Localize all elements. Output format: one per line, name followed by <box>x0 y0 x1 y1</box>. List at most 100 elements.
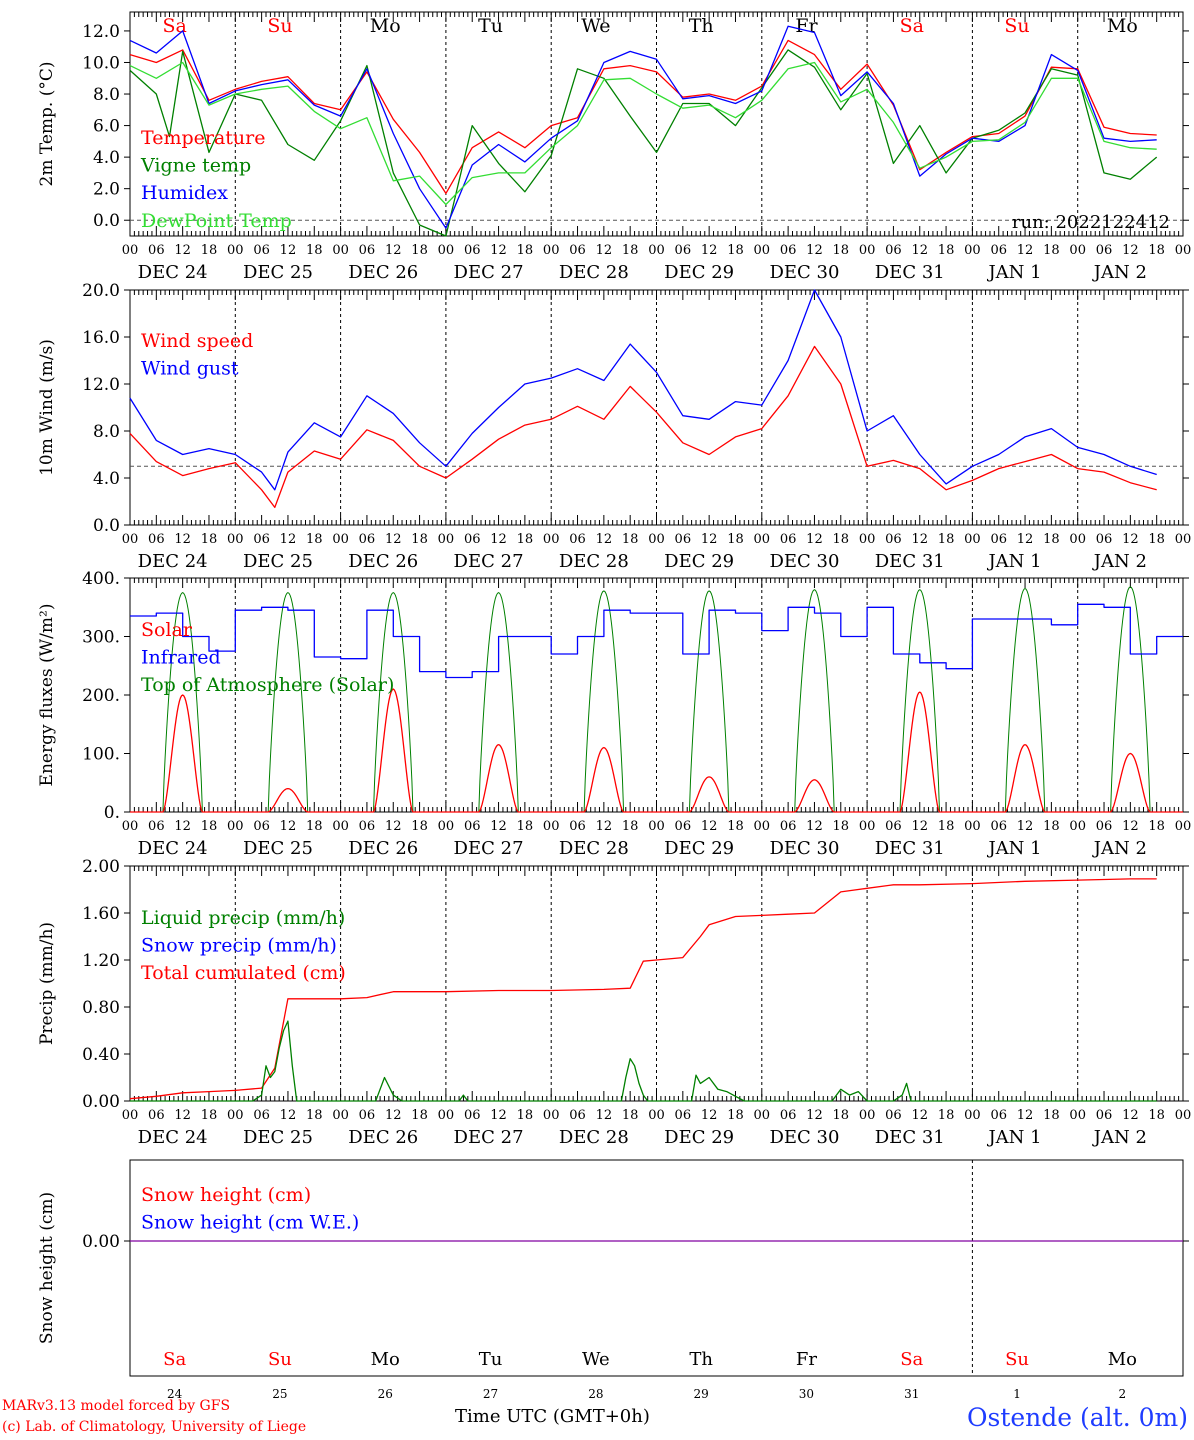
hour-label: 12 <box>385 1108 402 1123</box>
hour-label: 00 <box>332 532 349 547</box>
legend-entry: Liquid precip (mm/h) <box>141 907 345 929</box>
date-label: JAN 2 <box>1092 551 1147 572</box>
hour-label: 06 <box>885 1108 902 1123</box>
hour-label: 00 <box>964 1108 981 1123</box>
day-number: 31 <box>904 1387 919 1401</box>
hour-label: 00 <box>648 819 665 834</box>
hour-label: 06 <box>148 1108 165 1123</box>
hour-label: 06 <box>885 819 902 834</box>
series-wind-gust <box>129 289 1157 491</box>
day-number: 27 <box>483 1387 498 1401</box>
y-axis-label: Snow height (cm) <box>37 1192 57 1344</box>
legend-entry: Top of Atmosphere (Solar) <box>141 674 394 696</box>
day-name: Fr <box>796 1349 817 1370</box>
hour-label: 00 <box>438 532 455 547</box>
hour-label: 12 <box>490 819 507 834</box>
day-name: Su <box>1005 1349 1029 1370</box>
legend-entry: Wind speed <box>141 330 253 352</box>
hour-label: 00 <box>543 532 560 547</box>
date-label: DEC 25 <box>243 1127 313 1148</box>
hour-label: 12 <box>490 532 507 547</box>
legend-entry: Infrared <box>141 647 221 669</box>
y-tick-label: 8.0 <box>93 85 120 105</box>
hour-label: 00 <box>754 532 771 547</box>
run-annotation: run: 2022122412 <box>1012 212 1170 233</box>
day-number: 1 <box>1013 1387 1021 1401</box>
hour-label: 18 <box>201 819 218 834</box>
date-label: DEC 27 <box>454 551 524 572</box>
hour-label: 18 <box>411 532 428 547</box>
hour-label: 18 <box>622 532 639 547</box>
y-tick-label: 16.0 <box>82 328 120 348</box>
date-label: DEC 31 <box>875 838 945 859</box>
date-label: DEC 29 <box>664 551 734 572</box>
y-tick-label: 12.0 <box>82 375 120 395</box>
date-label: DEC 31 <box>875 1127 945 1148</box>
legend-entry: Snow height (cm W.E.) <box>141 1212 359 1234</box>
hour-label: 00 <box>859 1108 876 1123</box>
day-number: 30 <box>799 1387 814 1401</box>
y-tick-label: 2.0 <box>93 180 120 200</box>
hour-label: 06 <box>464 243 481 258</box>
date-label: DEC 26 <box>348 838 418 859</box>
hour-label: 00 <box>1175 1108 1192 1123</box>
y-tick-label: 400. <box>82 569 120 589</box>
hour-label: 06 <box>780 243 797 258</box>
hour-label: 00 <box>754 1108 771 1123</box>
hour-label: 12 <box>806 532 823 547</box>
credit-model: MARv3.13 model forced by GFS <box>2 1398 231 1414</box>
date-label: DEC 24 <box>138 551 208 572</box>
hour-label: 06 <box>675 819 692 834</box>
hour-label: 18 <box>411 1108 428 1123</box>
hour-label: 06 <box>569 1108 586 1123</box>
hour-label: 06 <box>359 532 376 547</box>
legend-entry: Total cumulated (cm) <box>141 962 346 984</box>
hour-label: 00 <box>1069 532 1086 547</box>
hour-label: 06 <box>885 243 902 258</box>
date-label: DEC 30 <box>769 1127 839 1148</box>
day-name: Su <box>268 1349 292 1370</box>
hour-label: 12 <box>596 243 613 258</box>
day-name: Th <box>689 1349 713 1370</box>
hour-label: 00 <box>227 819 244 834</box>
hour-label: 12 <box>806 819 823 834</box>
y-tick-label: 1.20 <box>82 951 120 971</box>
series-infrared <box>130 603 1183 679</box>
hour-label: 18 <box>1148 243 1165 258</box>
hour-label: 18 <box>306 819 323 834</box>
hour-label: 18 <box>622 243 639 258</box>
hour-label: 00 <box>1175 819 1192 834</box>
hour-label: 18 <box>1043 1108 1060 1123</box>
hour-label: 18 <box>1043 243 1060 258</box>
day-number: 24 <box>167 1387 183 1401</box>
hour-label: 12 <box>490 243 507 258</box>
series-dewpoint-temp <box>129 61 1157 206</box>
hour-label: 18 <box>833 532 850 547</box>
hour-label: 12 <box>1122 1108 1139 1123</box>
hour-label: 12 <box>280 243 297 258</box>
hour-label: 12 <box>911 819 928 834</box>
hour-label: 00 <box>438 243 455 258</box>
legend-entry: Wind gust <box>141 358 239 380</box>
hour-label: 00 <box>543 243 560 258</box>
y-tick-label: 4.0 <box>93 469 120 489</box>
hour-label: 06 <box>780 819 797 834</box>
day-number: 25 <box>272 1387 287 1401</box>
date-label: JAN 1 <box>986 262 1041 283</box>
hour-label: 00 <box>964 243 981 258</box>
hour-label: 00 <box>1175 243 1192 258</box>
hour-label: 00 <box>438 1108 455 1123</box>
hour-label: 18 <box>411 243 428 258</box>
hour-label: 18 <box>201 243 218 258</box>
series-vigne-temp <box>129 49 1158 237</box>
hour-label: 18 <box>517 819 534 834</box>
hour-label: 18 <box>517 1108 534 1123</box>
day-name: Sa <box>900 15 924 37</box>
day-name: Mo <box>370 15 401 37</box>
date-label: DEC 27 <box>454 838 524 859</box>
date-label: DEC 30 <box>769 551 839 572</box>
hour-label: 00 <box>543 1108 560 1123</box>
legend-entry: Temperature <box>141 127 265 149</box>
hour-label: 00 <box>332 819 349 834</box>
hour-label: 06 <box>675 243 692 258</box>
